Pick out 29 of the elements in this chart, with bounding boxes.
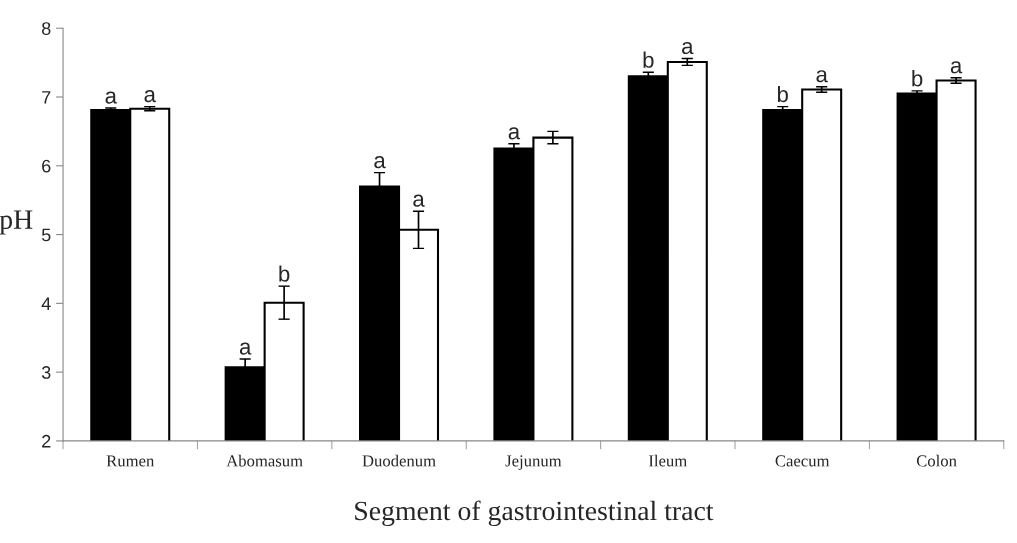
annotation: a <box>950 61 963 74</box>
y-tick-label: 3 <box>41 366 51 379</box>
y-tick-label: 5 <box>41 228 51 242</box>
annotation: a <box>508 127 521 140</box>
annotation: b <box>643 51 654 68</box>
x-axis-title: Segment of gastrointestinal tract <box>355 500 714 527</box>
annotation: b <box>279 265 290 282</box>
annotation: a <box>413 194 425 207</box>
x-tick-label: Duodenum <box>362 454 436 467</box>
y-tick-label: 6 <box>42 159 51 173</box>
x-tick-label: Abomasum <box>226 454 303 467</box>
annotation: b <box>777 85 788 103</box>
y-tick-label: 8 <box>41 22 51 35</box>
annotation: a <box>105 91 117 104</box>
x-tick-label: Colon <box>916 454 957 467</box>
x-tick-label: Ileum <box>648 454 687 467</box>
annotation: a <box>816 70 828 83</box>
x-tick-label: Jejunum <box>505 455 562 470</box>
annotation: b <box>912 70 923 87</box>
annotation: a <box>682 41 694 55</box>
annotation: a <box>239 342 252 355</box>
x-tick-label: Caecum <box>775 455 830 467</box>
y-tick-label: 2 <box>42 434 51 448</box>
annotation: a <box>374 156 386 169</box>
y-tick-label: 4 <box>41 297 51 310</box>
x-tick-label: Rumen <box>106 455 155 467</box>
y-tick-label: 7 <box>42 91 51 104</box>
annotation: a <box>144 90 156 103</box>
y-axis-title: pH <box>0 210 33 235</box>
